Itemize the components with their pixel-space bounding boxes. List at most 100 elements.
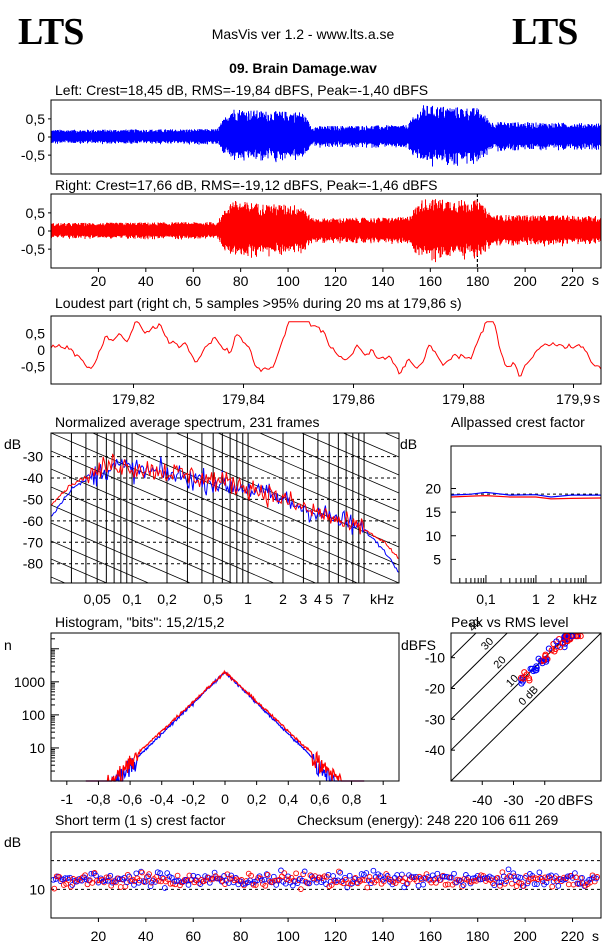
short-term-left-point <box>124 879 130 886</box>
lts-logo-right: LTS <box>512 11 578 53</box>
short-term-right-point <box>440 872 446 879</box>
left-waveform-trace <box>50 105 602 167</box>
allpassed-ytick: 15 <box>425 504 441 520</box>
short-term-left-point <box>211 869 218 876</box>
short-term-right-point <box>91 870 98 876</box>
short-term-xtick: 120 <box>324 928 348 944</box>
frame-layer <box>50 99 602 919</box>
right-waveform-xtick: 120 <box>324 273 348 289</box>
right-waveform-xtick: 40 <box>138 273 154 289</box>
short-term-right-point <box>497 882 503 889</box>
histogram-xtick: -0,6 <box>118 791 142 807</box>
pvr-point <box>527 665 534 672</box>
pvr-ytick: -30 <box>425 711 445 727</box>
short-term-xtick: 180 <box>466 928 490 944</box>
histogram-ytick: 10 <box>29 740 45 756</box>
short-term-left-point <box>157 870 163 876</box>
short-term-frame <box>50 831 602 919</box>
loudest-part-title: Loudest part (right ch, 5 samples >95% d… <box>55 295 462 311</box>
pvr-point <box>564 633 571 640</box>
short-term-left-point <box>138 868 144 875</box>
short-term-right-point <box>442 881 449 888</box>
histogram-xtick: -0,8 <box>86 791 110 807</box>
short-term-left-point <box>240 881 246 887</box>
spectrum-xtick: 0,1 <box>122 591 142 607</box>
short-term-left-point <box>505 866 512 873</box>
short-term-ylabel: dB <box>4 834 21 850</box>
short-term-left-point <box>294 880 301 886</box>
short-term-right-point <box>174 872 181 879</box>
short-term-left-point <box>564 873 571 880</box>
spectrum-frame <box>50 432 400 584</box>
short-term-ytick: 10 <box>29 881 45 897</box>
loudest-part-xtick: 179,88 <box>442 391 485 407</box>
pvr-point <box>542 651 549 658</box>
right-waveform-xtick: 200 <box>513 273 537 289</box>
short-term-left-point <box>301 868 308 875</box>
short-term-right-point <box>207 876 214 883</box>
pvr-point <box>533 663 540 670</box>
short-term-left-point <box>233 875 239 881</box>
histogram-ytick: 1000 <box>14 674 45 690</box>
short-term-left-point <box>399 871 405 878</box>
right-waveform-xtick: 220 <box>561 273 585 289</box>
right-waveform-xtick: 80 <box>233 273 249 289</box>
right-waveform-trace <box>50 199 602 263</box>
short-term-left-point <box>460 882 467 888</box>
short-term-right-point <box>89 880 96 886</box>
short-term-right-point <box>248 872 254 879</box>
short-term-left-point <box>491 882 498 889</box>
short-term-right-point <box>591 878 598 885</box>
allpassed-ytick: 5 <box>433 551 441 567</box>
spectrum-ylabel: dB <box>4 436 21 452</box>
allpassed-ytick: 10 <box>425 528 441 544</box>
short-term-left-point <box>67 874 73 881</box>
short-term-left-point <box>496 879 502 886</box>
right-waveform-xunit: s <box>592 272 599 288</box>
peak-vs-rms-title: Peak vs RMS level <box>451 614 568 630</box>
short-term-right-point <box>561 874 567 881</box>
file-title: 09. Brain Damage.wav <box>229 60 377 76</box>
allpassed-series-right <box>450 494 602 500</box>
spectrum-diagonal <box>175 433 399 530</box>
short-term-left-point <box>536 869 543 876</box>
spectrum-ytick: -50 <box>23 491 43 507</box>
pvr-point <box>559 640 566 647</box>
short-term-xunit: s <box>592 928 599 944</box>
allpassed-xtick: 0,1 <box>476 591 496 607</box>
short-term-right-point <box>136 877 143 884</box>
spectrum-xtick: 4 <box>314 591 322 607</box>
short-term-xtick: 200 <box>513 928 537 944</box>
short-term-left-point <box>185 882 192 888</box>
short-term-right-point <box>262 882 269 889</box>
left-waveform-title: Left: Crest=18,45 dB, RMS=-19,84 dBFS, P… <box>55 82 428 98</box>
short-term-right-point <box>300 871 307 878</box>
loudest-part-ytick: 0,5 <box>26 325 46 341</box>
short-term-right-point <box>328 882 335 888</box>
short-term-left-point <box>285 873 291 880</box>
pvr-diagonal-label: 20 <box>492 654 509 671</box>
short-term-right-point <box>380 878 387 885</box>
right-waveform-title: Right: Crest=17,66 dB, RMS=-19,12 dBFS, … <box>55 177 437 193</box>
short-term-right-point <box>423 871 430 877</box>
spectrum-diagonal <box>51 522 192 583</box>
short-term-left-point <box>415 882 422 889</box>
histogram-xtick: 0,2 <box>247 791 267 807</box>
short-term-left-point <box>337 869 344 876</box>
loudest-part-frame <box>50 315 602 385</box>
spectrum-ytick: -70 <box>23 534 43 550</box>
lts-logo-left: LTS <box>18 11 84 53</box>
short-term-right-point <box>335 868 342 875</box>
short-term-right-point <box>565 881 572 888</box>
allpassed-frame <box>450 445 602 584</box>
pvr-diagonal <box>451 633 508 690</box>
short-term-left-point <box>389 881 396 888</box>
short-term-left-point <box>159 874 166 881</box>
histogram-xtick: 0 <box>221 791 229 807</box>
short-term-right-point <box>281 870 288 876</box>
spectrum-diagonal <box>51 486 275 583</box>
short-term-xtick: 160 <box>419 928 443 944</box>
short-term-left-point <box>228 872 235 879</box>
short-term-left-point <box>543 879 550 886</box>
loudest-part-xtick: 179,9 <box>556 391 591 407</box>
